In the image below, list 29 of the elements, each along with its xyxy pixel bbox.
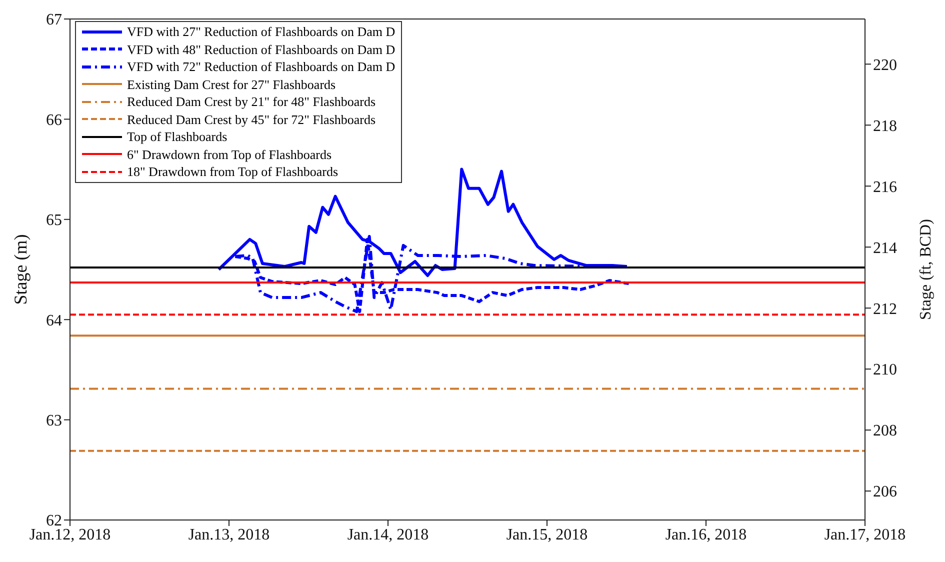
y-tick-label: 63 [46, 412, 62, 430]
legend-label: 18" Drawdown from Top of Flashboards [127, 163, 338, 180]
x-tick-label: Jan.17, 2018 [824, 526, 906, 544]
legend-label: VFD with 72" Reduction of Flashboards on Dam D [127, 58, 396, 76]
y-tick-label: 64 [46, 312, 62, 330]
x-tick-label: Jan.16, 2018 [665, 526, 747, 544]
y-axis-title: Stage (m) [10, 234, 30, 305]
y2-tick-label: 210 [873, 362, 897, 379]
y2-tick-label: 214 [873, 240, 897, 257]
y2-axis-title: Stage (ft, BCD) [918, 219, 935, 320]
y2-tick-label: 216 [873, 178, 897, 196]
legend-label: Top of Flashboards [127, 128, 228, 146]
legend-label: 6" Drawdown from Top of Flashboards [127, 146, 332, 163]
y2-tick-label: 206 [873, 484, 897, 501]
y-tick-label: 67 [46, 12, 62, 29]
legend-label: Reduced Dam Crest by 21" for 48" Flashboards [127, 93, 376, 110]
y2-tick-label: 208 [873, 422, 897, 440]
y2-tick-label: 212 [873, 300, 897, 318]
y-tick-label: 65 [46, 212, 62, 230]
x-tick-label: Jan.15, 2018 [506, 526, 588, 544]
legend-label: Existing Dam Crest for 27" Flashboards [127, 76, 336, 93]
legend-label: VFD with 48" Reduction of Flashboards on Dam D [127, 40, 396, 58]
y2-tick-label: 220 [873, 56, 897, 74]
legend-label: VFD with 27" Reduction of Flashboards on Dam D [127, 23, 396, 40]
x-tick-label: Jan.14, 2018 [347, 526, 429, 544]
legend-label: Reduced Dam Crest by 45" for 72" Flashboards [127, 110, 376, 128]
y2-tick-label: 218 [873, 118, 897, 135]
x-tick-label: Jan.13, 2018 [188, 526, 270, 544]
y-tick-label: 66 [46, 112, 62, 129]
